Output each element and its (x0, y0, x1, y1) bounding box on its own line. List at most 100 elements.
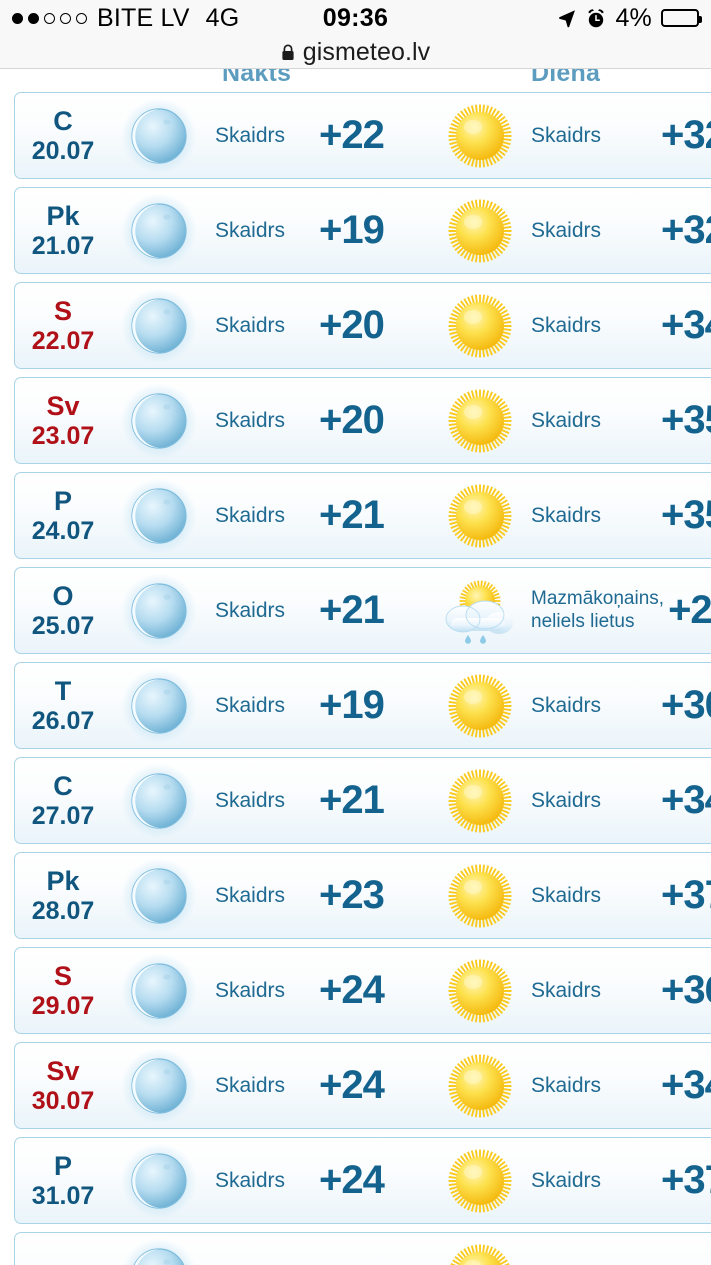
day-name: C (53, 771, 73, 802)
day-condition-label: Skaidrs (531, 883, 602, 907)
signal-dot (28, 12, 39, 24)
day-date-cell: P 31.07 (15, 1151, 111, 1209)
day-weather-icon-cell (437, 102, 523, 170)
forecast-row[interactable]: P31.07 Skaidrs +24 Skaidrs +37 (14, 1137, 711, 1224)
day-condition-label: Skaidrs (531, 218, 602, 242)
moon-icon (122, 98, 196, 173)
day-date: 25.07 (31, 611, 95, 640)
forecast-page: Nakts Diena C20.07Skaidrs+22Skaidrs+32Pk… (0, 69, 711, 1265)
day-temperature: +35 (661, 398, 711, 442)
night-temperature: +24 (319, 968, 385, 1012)
column-header-night: Nakts (222, 69, 292, 87)
forecast-row[interactable]: O 25.07 Skaidrs +21 Mazmākoņains, neliels li… (14, 567, 711, 654)
day-temperature: +34 (661, 303, 711, 347)
forecast-row[interactable]: T26.07 Skaidrs +19 Skaidrs +30 (14, 662, 711, 749)
lock-icon (281, 43, 295, 61)
day-name: O (52, 581, 74, 612)
forecast-row[interactable]: S29.07 Skaidrs +24 Skaidrs +36 (14, 947, 711, 1034)
sun-cloud-rain-icon (437, 573, 523, 649)
forecast-row[interactable]: C27.07 Skaidrs +21 Skaidrs +34 (14, 757, 711, 844)
sun-icon (446, 767, 514, 835)
forecast-row[interactable]: C20.07 Skaidrs +22 Skaidrs +32 (14, 92, 711, 179)
carrier-label: BITE LV (97, 3, 190, 32)
forecast-list: C20.07Skaidrs+22Skaidrs+32Pk21.07Skaidrs… (0, 92, 711, 1265)
day-name: P (53, 486, 72, 517)
sun-icon (446, 1052, 514, 1120)
moon-icon (122, 573, 196, 648)
day-temperature: +34 (661, 1063, 711, 1107)
day-condition-label: Skaidrs (531, 693, 602, 717)
sun-icon (446, 482, 514, 550)
url-label: gismeteo.lv (302, 37, 431, 66)
day-date-cell: Sv 30.07 (15, 1056, 111, 1114)
column-headers: Nakts Diena (0, 69, 711, 92)
browser-url-bar[interactable]: gismeteo.lv (0, 36, 711, 69)
sun-icon (446, 862, 514, 930)
night-condition-label: Skaidrs (215, 218, 286, 242)
status-bar-left: BITE LV 4G (12, 4, 239, 33)
night-condition-label: Skaidrs (215, 1168, 286, 1192)
day-condition-label: Skaidrs (531, 978, 602, 1002)
day-temperature: +32 (661, 113, 711, 157)
sun-icon (446, 387, 514, 455)
day-date: 30.07 (31, 1086, 95, 1115)
night-temperature: +19 (319, 683, 385, 727)
day-date-cell: Sv 23.07 (15, 391, 111, 449)
moon-icon (122, 1143, 196, 1218)
day-temperature: +37 (661, 873, 711, 917)
day-weather-icon-cell (437, 672, 523, 740)
night-weather-icon-cell (111, 763, 207, 838)
forecast-row[interactable]: O (14, 1232, 711, 1265)
night-temperature: +21 (319, 778, 385, 822)
day-temperature: +35 (661, 493, 711, 537)
day-name: S (53, 961, 72, 992)
day-date: 20.07 (31, 136, 95, 165)
sun-icon (446, 102, 514, 170)
day-condition-label: Mazmākoņains, neliels lietus (531, 587, 665, 632)
day-name: C (53, 106, 73, 137)
day-weather-icon-cell (437, 957, 523, 1025)
day-weather-icon-cell (437, 1242, 523, 1265)
day-temperature: +32 (661, 208, 711, 252)
day-temperature: +37 (661, 1158, 711, 1202)
night-temperature: +22 (319, 113, 385, 157)
day-date: 26.07 (31, 706, 95, 735)
night-condition-label: Skaidrs (215, 883, 286, 907)
day-temperature: +36 (661, 968, 711, 1012)
day-condition-label: Skaidrs (531, 408, 602, 432)
moon-icon (122, 668, 196, 743)
day-condition-label: Skaidrs (531, 123, 602, 147)
day-date-cell: P 24.07 (15, 486, 111, 544)
forecast-row[interactable]: P24.07 Skaidrs +21 Skaidrs +35 (14, 472, 711, 559)
day-weather-icon-cell (437, 387, 523, 455)
day-condition-label: Skaidrs (531, 788, 602, 812)
day-date: 31.07 (31, 1181, 95, 1210)
forecast-row[interactable]: S22.07 Skaidrs +20 Skaidrs +34 (14, 282, 711, 369)
sun-icon (446, 672, 514, 740)
sun-icon (446, 957, 514, 1025)
night-weather-icon-cell (111, 1048, 207, 1123)
day-name: Sv (46, 1056, 80, 1087)
status-bar-right: 4% (557, 4, 702, 33)
sun-icon (446, 1147, 514, 1215)
status-bar: BITE LV 4G 09:36 4% (0, 0, 711, 36)
sun-icon (446, 197, 514, 265)
night-weather-icon-cell (111, 1238, 207, 1265)
night-temperature: +21 (319, 493, 385, 537)
night-condition-label: Skaidrs (215, 693, 286, 717)
moon-icon (122, 1238, 196, 1265)
day-name: Sv (46, 391, 80, 422)
location-arrow-icon (557, 8, 577, 28)
day-weather-icon-cell (437, 767, 523, 835)
night-weather-icon-cell (111, 573, 207, 648)
day-date-cell: O (15, 1260, 111, 1265)
moon-icon (122, 763, 196, 838)
moon-icon (122, 953, 196, 1028)
day-name: O (15, 1260, 111, 1265)
day-name: S (53, 296, 72, 327)
